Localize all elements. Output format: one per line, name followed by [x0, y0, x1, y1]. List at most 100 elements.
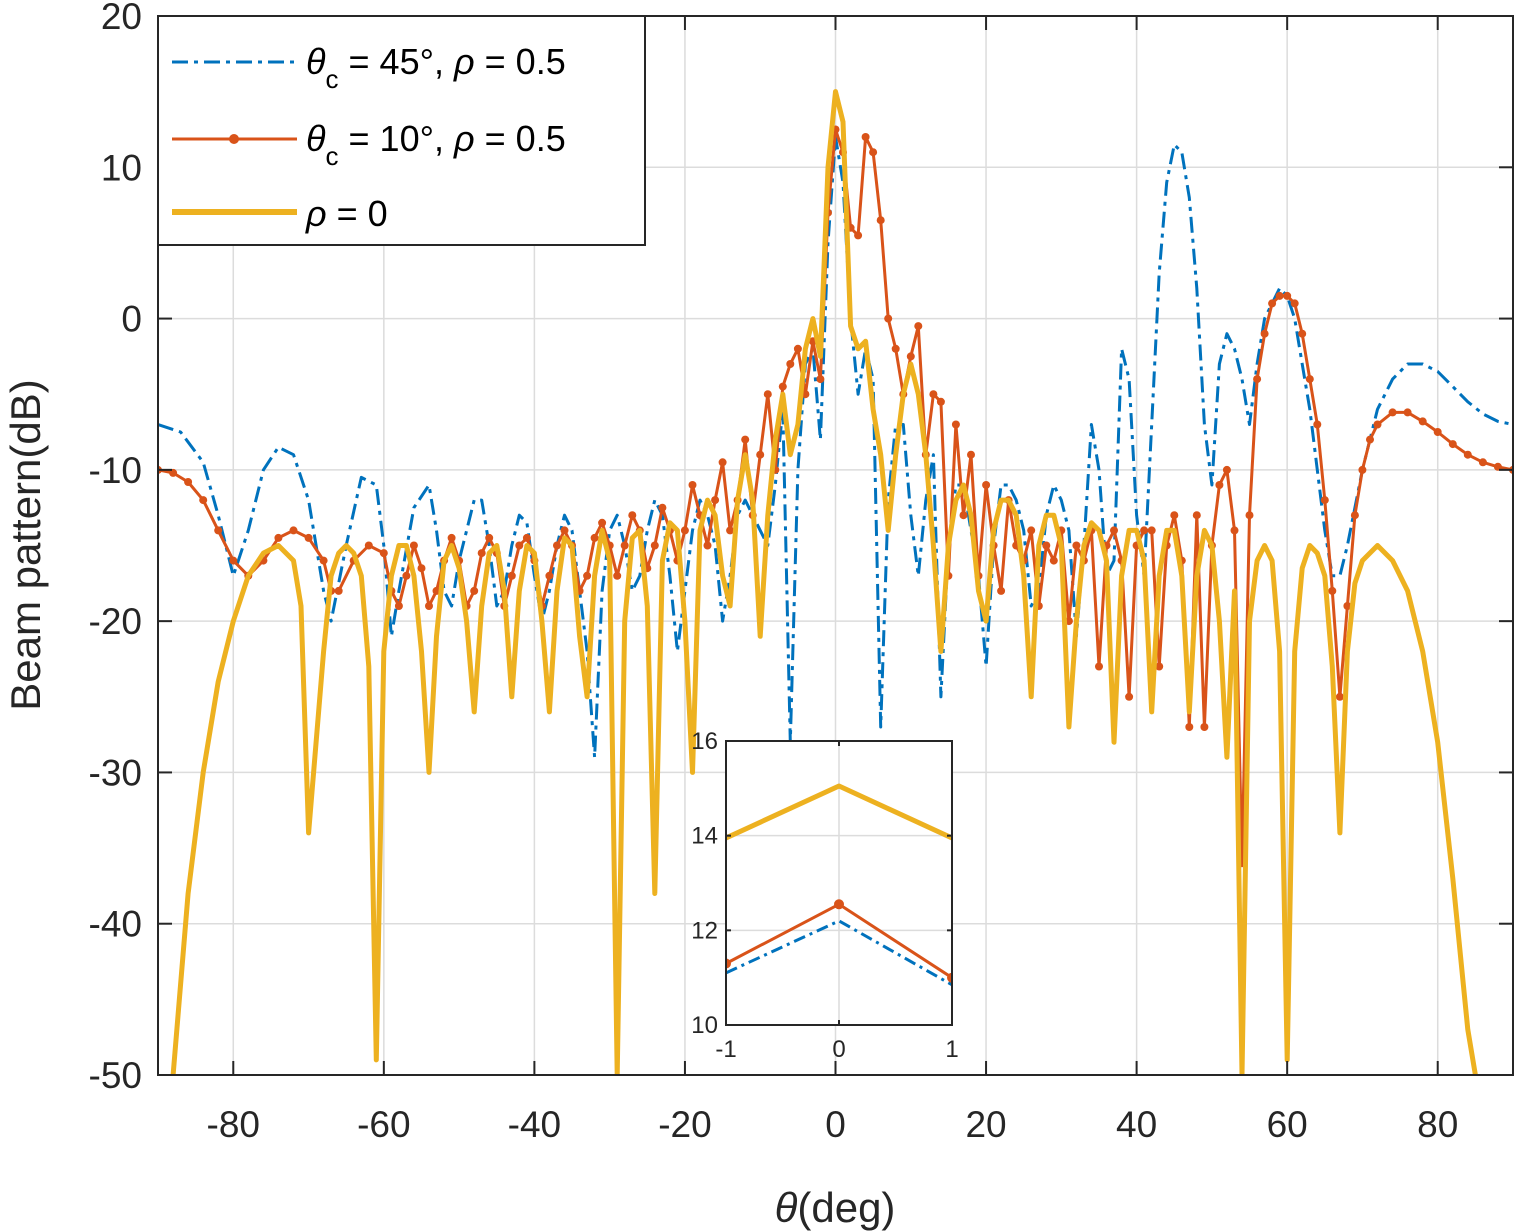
series-point-main-1 — [1448, 440, 1457, 449]
legend-entry-rho0: ρ = 0 — [172, 193, 388, 234]
x-tick-label: 80 — [1417, 1104, 1458, 1145]
series-point-main-1 — [628, 511, 637, 520]
series-point-main-1 — [613, 571, 622, 580]
series-point-main-1 — [402, 571, 411, 580]
series-point-main-1 — [1072, 541, 1081, 550]
x-tick-label: -1 — [715, 1036, 736, 1063]
series-point-main-1 — [1403, 408, 1412, 417]
series-point-main-1 — [515, 541, 524, 550]
y-tick-label: 12 — [691, 917, 718, 944]
series-point-main-1 — [1245, 511, 1254, 520]
y-tick-label: -40 — [89, 904, 142, 945]
series-point-main-1 — [470, 586, 479, 595]
y-tick-label: 10 — [101, 147, 142, 188]
series-point-main-1 — [1388, 408, 1397, 417]
series-point-main-1 — [184, 478, 193, 486]
series-point-main-1 — [741, 435, 750, 444]
series-point-main-1 — [229, 556, 238, 565]
y-tick-label: -20 — [89, 601, 142, 642]
series-point-main-1 — [1095, 662, 1103, 671]
x-tick-label: 1 — [945, 1036, 958, 1063]
series-point-main-1 — [1268, 299, 1277, 308]
series-point-main-1 — [718, 458, 727, 467]
series-point-main-1 — [522, 533, 531, 542]
x-tick-label: -20 — [658, 1104, 711, 1145]
y-tick-label: 16 — [691, 728, 718, 755]
series-line-inset-2 — [726, 783, 952, 841]
series-point-main-1 — [598, 518, 607, 527]
legend-box — [157, 15, 646, 246]
series-point-main-1 — [726, 526, 735, 535]
x-tick-label: -60 — [357, 1104, 410, 1145]
series-point-main-1 — [861, 133, 870, 141]
series-point-main-1 — [1463, 450, 1472, 459]
x-axis-label: θ(deg) — [775, 1184, 896, 1231]
series-point-main-1 — [1049, 556, 1058, 565]
series-point-main-1 — [1125, 692, 1134, 701]
y-tick-label: 14 — [691, 823, 718, 850]
series-point-main-1 — [1110, 526, 1118, 535]
series-line-inset-0 — [726, 919, 952, 987]
series-point-main-1 — [869, 148, 878, 157]
series-line-main-2 — [170, 89, 1478, 1075]
series-point-main-1 — [507, 571, 516, 580]
series-point-main-1 — [485, 533, 494, 542]
series-point-main-1 — [680, 526, 689, 535]
series-point-main-1 — [854, 231, 863, 240]
series-point-main-1 — [1433, 428, 1442, 436]
series-point-main-1 — [876, 216, 885, 225]
series-point-main-1 — [1313, 420, 1322, 429]
main-series-group — [158, 89, 1513, 1075]
series-point-main-1 — [786, 360, 795, 368]
series-point-main-1 — [1230, 526, 1239, 535]
series-point-main-1 — [1027, 526, 1036, 535]
series-point-main-1 — [951, 420, 960, 429]
series-point-main-1 — [1283, 291, 1292, 300]
y-tick-label: -30 — [89, 752, 142, 793]
y-tick-label: 0 — [121, 299, 142, 340]
series-point-main-1 — [929, 390, 938, 399]
x-tick-label: 0 — [832, 1036, 845, 1063]
legend-label-theta10: θc = 10°, ρ = 0.5 — [306, 118, 566, 171]
series-point-main-1 — [409, 541, 418, 550]
y-tick-label: 20 — [101, 0, 142, 37]
series-point-main-1 — [477, 549, 486, 558]
series-point-main-1 — [379, 549, 388, 558]
series-point-main-1 — [703, 541, 712, 550]
series-point-main-1 — [1215, 481, 1224, 489]
series-point-main-1 — [1253, 375, 1262, 384]
series-point-main-1 — [1042, 541, 1051, 550]
series-point-main-1 — [394, 602, 403, 610]
series-point-main-1 — [560, 526, 569, 535]
x-tick-label: -80 — [207, 1104, 260, 1145]
series-point-main-1 — [1155, 662, 1164, 671]
series-point-main-1 — [756, 450, 765, 459]
series-point-main-1 — [553, 541, 561, 550]
y-tick-label: 10 — [691, 1012, 718, 1039]
series-point-main-1 — [590, 533, 599, 542]
series-point-main-1 — [1478, 458, 1487, 467]
series-point-main-1 — [914, 322, 923, 331]
series-point-main-1 — [936, 397, 945, 406]
series-point-main-1 — [763, 390, 772, 399]
series-point-main-1 — [982, 481, 991, 489]
series-point-main-1 — [334, 586, 343, 595]
series-point-main-1 — [711, 496, 720, 505]
series-point-main-1 — [1320, 496, 1329, 505]
main-ticks: -80 -60 -40 -20 0 20 40 60 80-50-40-30-20-100102… — [89, 0, 1513, 1145]
series-point-main-1 — [1298, 329, 1307, 338]
series-point-main-1 — [364, 541, 373, 550]
series-point-inset-1 — [834, 899, 844, 910]
series-point-main-1 — [997, 586, 1006, 595]
series-point-main-1 — [1358, 465, 1367, 474]
y-tick-label: -10 — [89, 450, 142, 491]
legend: θc = 45°, ρ = 0.5 θc = 10°, ρ = 0.5 ρ = … — [157, 15, 646, 246]
series-point-main-1 — [1147, 526, 1156, 535]
series-point-main-1 — [891, 344, 900, 353]
y-tick-label: -50 — [89, 1055, 142, 1096]
x-tick-label: 60 — [1267, 1104, 1308, 1145]
series-point-main-1 — [1350, 511, 1359, 520]
series-point-main-1 — [650, 541, 659, 550]
series-point-main-1 — [1418, 417, 1427, 426]
